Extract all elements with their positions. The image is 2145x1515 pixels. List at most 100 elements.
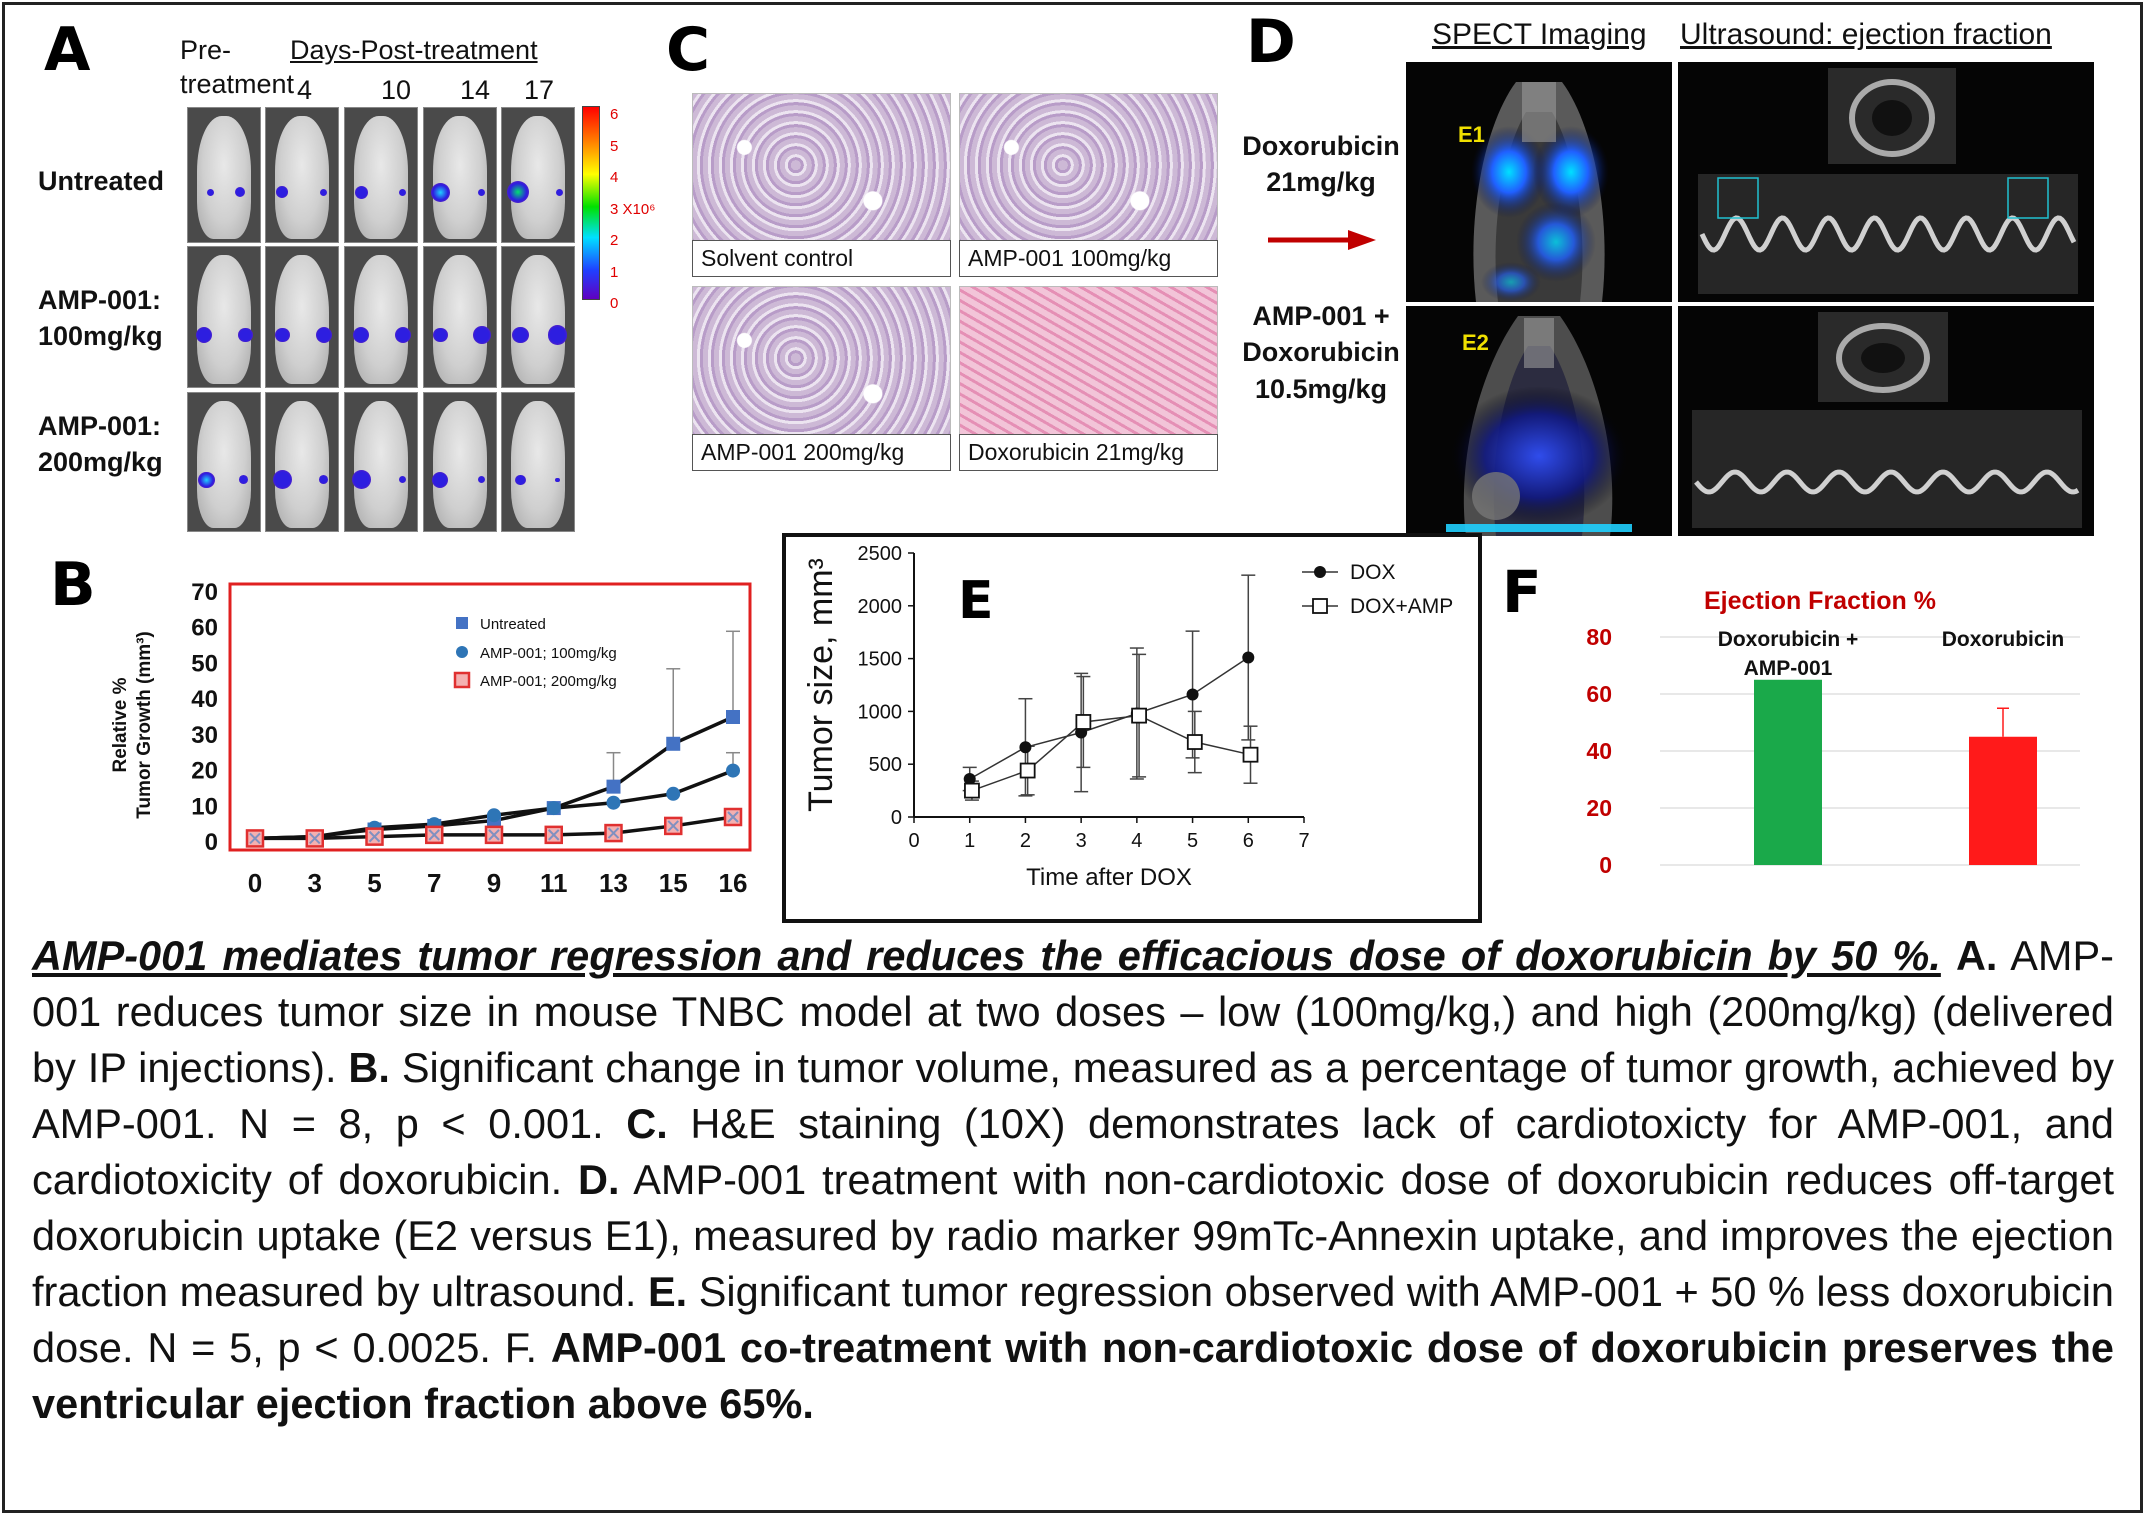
y-tick-label: 80 [1586,624,1612,650]
tissue-label-solvent: Solvent control [692,240,951,277]
y-tick-label: 0 [1599,852,1612,878]
ultrasound-header: Ultrasound: ejection fraction [1680,18,2052,51]
bioluminescence-spot [351,470,371,490]
mouse-body [196,116,252,240]
day-label: 4 [297,75,313,105]
mouse-body [196,255,252,385]
scale-tick: 0 [610,295,619,312]
bar [1754,679,1822,865]
mouse-image [344,392,418,532]
data-point [1131,707,1147,724]
x-tick-label: 5 [367,868,381,898]
mouse-body [274,116,330,240]
data-point-cross [428,829,440,841]
mouse-body [510,255,566,385]
caption-a-label: A. [1955,932,1998,979]
y-tick-label: 20 [1586,795,1612,821]
legend-label: DOX [1350,561,1396,584]
row-label-amp200-line2: 200mg/kg [38,447,163,477]
y-tick-label: 10 [191,793,218,820]
caption-a-text: AMP-001 reduces tumor size in mouse TNBC… [32,932,2114,1091]
row-label-untreated: Untreated [38,166,165,196]
bioluminescence-spot [555,477,560,483]
x-tick-label: 15 [659,868,688,898]
legend-marker [453,671,471,689]
series-line-0 [969,656,1249,780]
caption-e-label: E. [647,1268,688,1315]
combo-group-label: AMP-001 + Doxorubicin 10.5mg/kg [1208,298,1434,407]
bioluminescence-spot [354,185,368,199]
bioluminescence-spot [320,188,328,196]
spect-image-e2: E2 [1406,306,1672,536]
mouse-body [510,116,566,240]
data-point-cross [368,830,381,843]
chart-e-tumor-size: 0 500 1000 1500 2000 2500 0 1 2 3 4 5 6 7 Time after D… [802,543,1453,891]
x-tick-label: 13 [599,868,628,898]
tissue-label-amp100: AMP-001 100mg/kg [959,240,1218,277]
y-tick-label: 500 [869,754,902,776]
day-label: 17 [524,75,555,105]
caption-title: AMP-001 mediates tumor regression and re… [32,932,1941,979]
data-point [1242,746,1259,763]
y-tick-label: 40 [1586,738,1612,764]
bioluminescence-spot [432,327,448,343]
mouse-image [265,107,339,243]
spect-imaging-header: SPECT Imaging [1432,18,1647,51]
bioluminescence-spot [274,327,290,343]
data-point [1019,741,1032,754]
y-tick-label: 0 [205,829,218,856]
panel-c-letter: C [666,15,711,85]
x-axis-label: Time after DOX [1026,864,1192,891]
mouse-image [501,246,575,388]
legend-marker [1314,566,1326,578]
data-point [1019,762,1036,779]
mouse-image [187,107,261,243]
x-tick-label: 2 [1020,830,1031,852]
data-point [666,736,681,751]
data-point-cross [548,829,560,841]
plot-area-border [228,582,752,852]
scale-tick: 6 [610,106,619,123]
bioluminescence-spot [239,475,248,485]
color-scale-ticks: 6 5 4 3 X10⁶ 2 1 0 [610,99,655,320]
day-label: 10 [381,75,412,105]
data-point [666,786,681,801]
panel-e-frame [782,533,1482,923]
bioluminescence-spot [272,470,292,490]
mouse-image [265,392,339,532]
data-point [606,779,621,794]
bioluminescence-spot [547,325,568,345]
tissue-label-amp200: AMP-001 200mg/kg [692,434,951,471]
bioluminescence-spot [234,187,245,198]
data-point-cross [667,820,679,832]
bioluminescence-spot [507,181,530,204]
spect-tag-e2: E2 [1462,330,1489,355]
mouse-image [265,246,339,388]
x-tick-label: 5 [1187,830,1198,852]
category-label: Doxorubicin + [1718,628,1859,651]
x-tick-label: 7 [1298,830,1309,852]
row-label-amp100-line2: 100mg/kg [38,321,163,351]
data-point [1242,651,1255,664]
row-label-amp200-line1: AMP-001: [38,411,162,441]
dox-group-line: Doxorubicin [1242,131,1400,161]
panel-b-letter: B [50,550,96,620]
x-tick-label: 1 [964,830,975,852]
ultrasound-image-2 [1678,306,2094,536]
combo-group-line: Doxorubicin [1242,337,1400,368]
caption-c-text: H&E staining (10X) demonstrates lack of … [32,1100,2115,1203]
bioluminescence-spot [353,326,370,344]
combo-group-line: AMP-001 + [1252,301,1390,331]
mouse-image [423,107,497,243]
x-tick-label: 4 [1131,830,1142,852]
panel-d-letter: D [1246,7,1296,77]
combo-group-line: 10.5mg/kg [1254,373,1388,404]
x-tick-label: 6 [1243,830,1254,852]
mouse-body [510,401,566,529]
series-line-1 [971,714,1251,792]
mouse-image [501,107,575,243]
mouse-image [423,392,497,532]
data-point [1186,734,1203,750]
bioluminescence-spot [206,188,214,196]
mouse-image [187,246,261,388]
